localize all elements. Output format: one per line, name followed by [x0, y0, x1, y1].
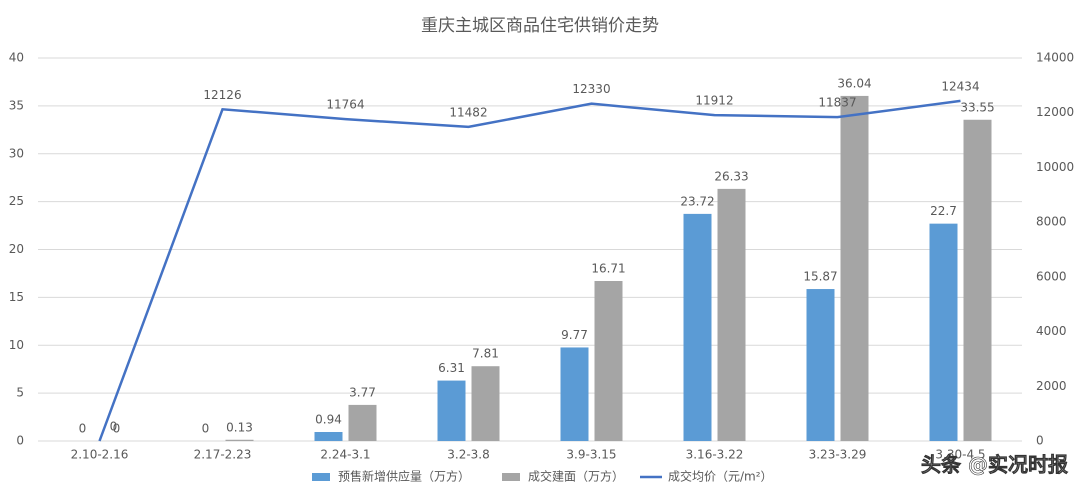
bar-value-label: 7.81	[472, 347, 499, 361]
bar	[963, 119, 992, 441]
y2-tick-label: 0	[1036, 434, 1044, 448]
legend-label: 成交均价（元/m²）	[668, 469, 773, 484]
bar-value-label: 0.13	[226, 420, 253, 434]
x-tick-label: 3.9-3.15	[566, 448, 616, 462]
x-tick-label: 3.16-3.22	[686, 448, 744, 462]
bar	[594, 281, 623, 441]
bar	[717, 188, 746, 441]
bar	[471, 366, 500, 441]
bar-value-label: 0	[202, 422, 210, 436]
bar	[225, 439, 254, 441]
y2-tick-label: 14000	[1036, 51, 1074, 65]
line-value-label: 11482	[449, 105, 487, 119]
legend-swatch	[502, 473, 520, 481]
y2-tick-label: 6000	[1036, 269, 1067, 283]
line-value-label: 11764	[326, 98, 364, 112]
line	[98, 99, 961, 442]
bar-value-label: 16.71	[591, 262, 625, 276]
line-value-label: 12330	[572, 82, 610, 96]
y-tick-label: 20	[9, 242, 24, 256]
y2-tick-label: 12000	[1036, 105, 1074, 119]
bar-value-label: 36.04	[837, 76, 871, 90]
line-value-label: 12126	[203, 88, 241, 102]
chart-title: 重庆主城区商品住宅供销价走势	[421, 16, 659, 36]
bar	[437, 380, 466, 441]
y2-tick-label: 10000	[1036, 160, 1074, 174]
legend-label: 成交建面（万方）	[528, 469, 624, 484]
bar-value-label: 15.87	[803, 270, 837, 284]
bar-value-label: 6.31	[438, 361, 465, 375]
line-value-label: 12434	[941, 79, 979, 93]
y-tick-label: 40	[9, 51, 24, 65]
bar	[806, 289, 835, 441]
y-tick-label: 10	[9, 338, 24, 352]
y2-tick-label: 2000	[1036, 379, 1067, 393]
watermark: 头条 @实况时报	[921, 453, 1068, 477]
line-value-label: 11837	[818, 96, 856, 110]
bar	[348, 404, 377, 441]
x-tick-label: 2.17-2.23	[194, 448, 252, 462]
line-value-label: 11912	[695, 94, 733, 108]
legend-swatch	[312, 473, 330, 481]
bar-value-label: 26.33	[714, 169, 748, 183]
x-tick-label: 2.24-3.1	[320, 448, 370, 462]
bar-value-label: 0	[79, 422, 87, 436]
legend-label: 预售新增供应量（万方）	[338, 469, 470, 484]
x-tick-label: 2.10-2.16	[71, 448, 129, 462]
x-tick-label: 3.23-3.29	[809, 448, 867, 462]
y-tick-label: 0	[16, 434, 24, 448]
bar-value-label: 22.7	[930, 204, 957, 218]
bar-value-label: 9.77	[561, 328, 588, 342]
y2-tick-label: 4000	[1036, 324, 1067, 338]
bar-value-label: 0	[113, 422, 121, 436]
y-tick-label: 35	[9, 98, 24, 112]
bar-value-label: 3.77	[349, 385, 376, 399]
line-value-label: 0	[110, 420, 118, 434]
y-tick-label: 15	[9, 290, 24, 304]
bar	[840, 95, 869, 442]
bar-value-label: 23.72	[680, 194, 714, 208]
y-tick-label: 30	[9, 146, 24, 160]
bar	[314, 431, 343, 441]
bar-value-label: 0.94	[315, 412, 342, 426]
y-tick-label: 25	[9, 194, 24, 208]
y-tick-label: 5	[16, 386, 24, 400]
x-tick-label: 3.30-4.5	[935, 448, 985, 462]
bar	[683, 213, 712, 441]
x-tick-label: 3.2-3.8	[447, 448, 490, 462]
bar-value-label: 33.55	[960, 100, 994, 114]
y2-tick-label: 8000	[1036, 215, 1067, 229]
bar	[929, 223, 958, 441]
bar	[560, 347, 589, 441]
